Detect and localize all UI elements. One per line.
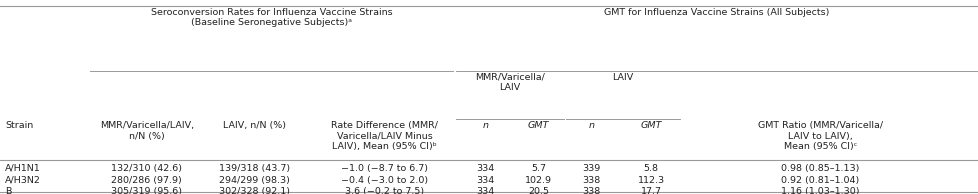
Text: 112.3: 112.3 [637, 176, 664, 184]
Text: 280/286 (97.9): 280/286 (97.9) [111, 176, 182, 184]
Text: 5.8: 5.8 [643, 164, 658, 173]
Text: GMT: GMT [527, 121, 549, 130]
Text: GMT Ratio (MMR/Varicella/
LAIV to LAIV),
Mean (95% CI)ᶜ: GMT Ratio (MMR/Varicella/ LAIV to LAIV),… [757, 121, 882, 151]
Text: A/H3N2: A/H3N2 [5, 176, 41, 184]
Text: 139/318 (43.7): 139/318 (43.7) [219, 164, 289, 173]
Text: 302/328 (92.1): 302/328 (92.1) [219, 187, 289, 194]
Text: Strain: Strain [5, 121, 33, 130]
Text: B: B [5, 187, 12, 194]
Text: 17.7: 17.7 [640, 187, 661, 194]
Text: n: n [482, 121, 488, 130]
Text: 0.92 (0.81–1.04): 0.92 (0.81–1.04) [780, 176, 859, 184]
Text: n: n [588, 121, 594, 130]
Text: 3.6 (−0.2 to 7.5): 3.6 (−0.2 to 7.5) [345, 187, 423, 194]
Text: 339: 339 [582, 164, 600, 173]
Text: 20.5: 20.5 [527, 187, 549, 194]
Text: A/H1N1: A/H1N1 [5, 164, 41, 173]
Text: 334: 334 [476, 164, 494, 173]
Text: LAIV, n/N (%): LAIV, n/N (%) [223, 121, 286, 130]
Text: Seroconversion Rates for Influenza Vaccine Strains
(Baseline Seronegative Subjec: Seroconversion Rates for Influenza Vacci… [151, 8, 392, 27]
Text: 334: 334 [476, 187, 494, 194]
Text: Rate Difference (MMR/
Varicella/LAIV Minus
LAIV), Mean (95% CI)ᵇ: Rate Difference (MMR/ Varicella/LAIV Min… [331, 121, 438, 151]
Text: 1.16 (1.03–1.30): 1.16 (1.03–1.30) [780, 187, 859, 194]
Text: −0.4 (−3.0 to 2.0): −0.4 (−3.0 to 2.0) [341, 176, 427, 184]
Text: GMT: GMT [640, 121, 661, 130]
Text: MMR/Varicella/LAIV,
n/N (%): MMR/Varicella/LAIV, n/N (%) [100, 121, 194, 141]
Text: 338: 338 [582, 187, 600, 194]
Text: 132/310 (42.6): 132/310 (42.6) [111, 164, 182, 173]
Text: −1.0 (−8.7 to 6.7): −1.0 (−8.7 to 6.7) [341, 164, 427, 173]
Text: GMT for Influenza Vaccine Strains (All Subjects): GMT for Influenza Vaccine Strains (All S… [603, 8, 828, 17]
Text: MMR/Varicella/
LAIV: MMR/Varicella/ LAIV [474, 73, 545, 92]
Text: 294/299 (98.3): 294/299 (98.3) [219, 176, 289, 184]
Text: LAIV: LAIV [612, 73, 633, 82]
Text: 334: 334 [476, 176, 494, 184]
Text: 305/319 (95.6): 305/319 (95.6) [111, 187, 182, 194]
Text: 102.9: 102.9 [524, 176, 552, 184]
Text: 338: 338 [582, 176, 600, 184]
Text: 0.98 (0.85–1.13): 0.98 (0.85–1.13) [780, 164, 859, 173]
Text: 5.7: 5.7 [530, 164, 546, 173]
